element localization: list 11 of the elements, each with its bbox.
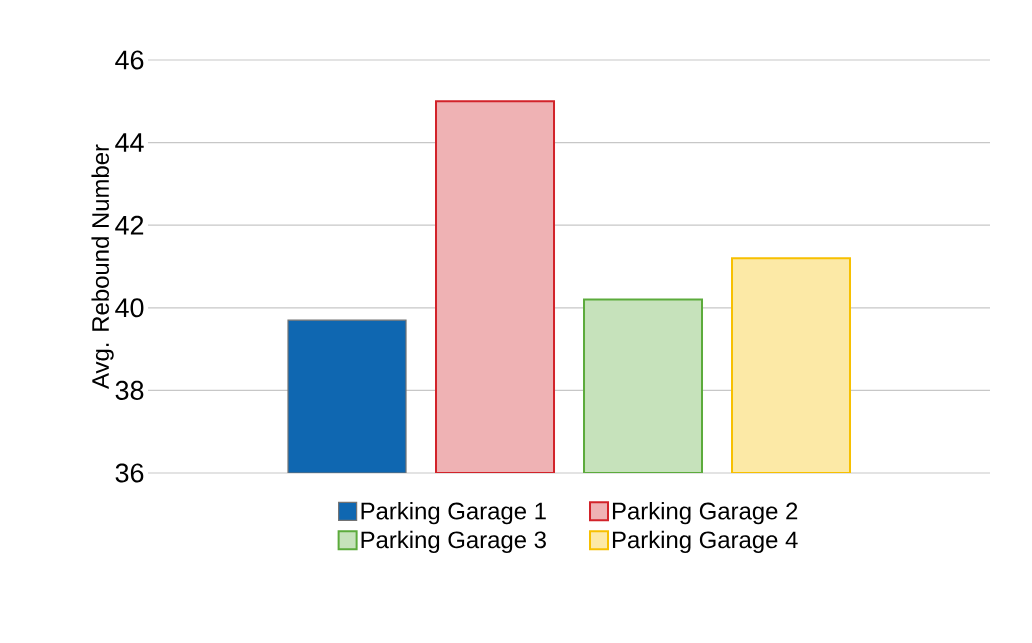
legend-label: Parking Garage 2: [612, 501, 798, 525]
y-axis-title: Avg. Rebound Number: [91, 144, 114, 389]
legend-label: Parking Garage 3: [361, 530, 546, 554]
y-tick-label: 44: [115, 133, 144, 152]
y-tick-label: 38: [115, 380, 144, 400]
y-tick-label: 36: [115, 463, 144, 483]
legend-label: Parking Garage 4: [612, 530, 798, 554]
legend-label: Parking Garage 1: [361, 501, 546, 525]
y-tick-label: 42: [115, 215, 144, 235]
y-tick-label: 46: [115, 50, 144, 70]
y-tick-label: 40: [115, 298, 144, 318]
